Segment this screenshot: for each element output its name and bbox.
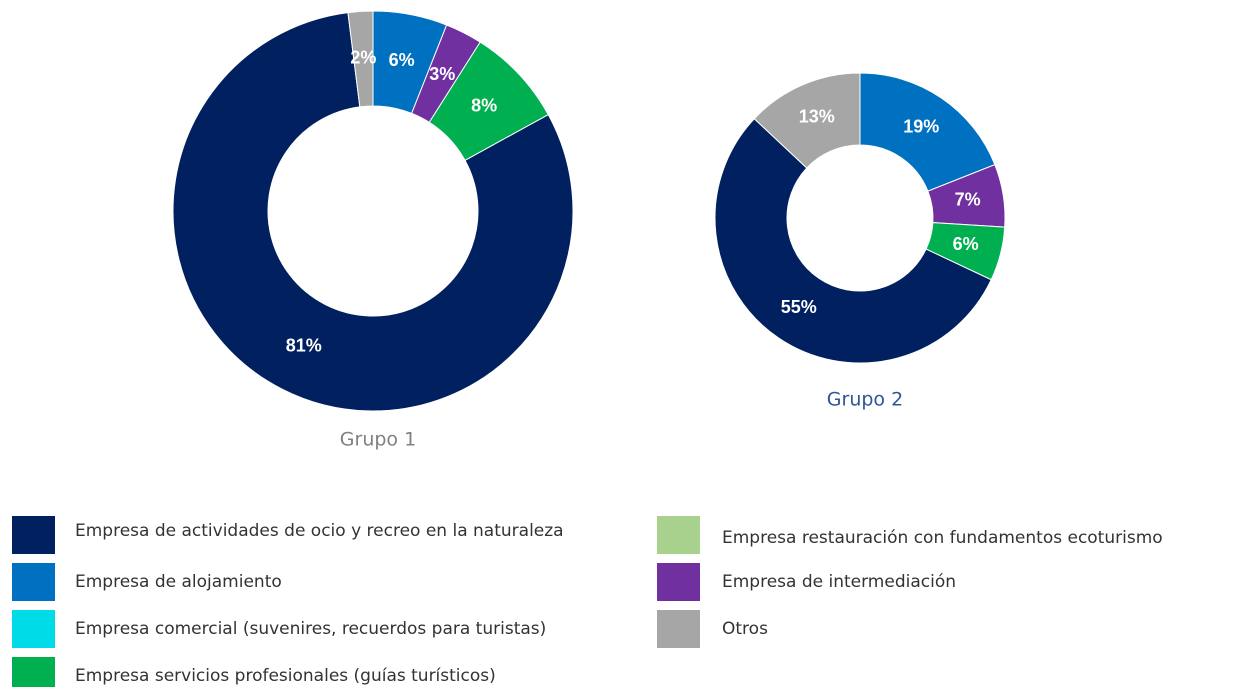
legend-swatch <box>12 563 55 601</box>
donut-slice <box>172 12 574 412</box>
legend-label: Empresa servicios profesionales (guías t… <box>75 666 496 686</box>
legend-swatch <box>12 657 55 687</box>
value-label: 6% <box>389 50 415 70</box>
legend-swatch <box>657 610 700 648</box>
chart-title: Grupo 1 <box>340 429 416 451</box>
legend-swatch <box>657 516 700 554</box>
donut-slice <box>753 72 861 169</box>
value-label: 3% <box>429 64 455 84</box>
value-label: 13% <box>799 107 835 127</box>
value-label: 7% <box>955 190 981 210</box>
donut-slice <box>714 118 992 364</box>
value-label: 55% <box>781 297 817 317</box>
legend-label: Empresa de intermediación <box>722 572 956 592</box>
legend-label: Empresa de actividades de ocio y recreo … <box>75 521 564 541</box>
value-label: 81% <box>286 336 322 356</box>
legend-label: Otros <box>722 619 768 639</box>
legend-label: Empresa de alojamiento <box>75 572 282 592</box>
legend-swatch <box>657 563 700 601</box>
donut-slice <box>859 72 996 192</box>
legend-label: Empresa comercial (suvenires, recuerdos … <box>75 619 546 639</box>
legend-label: Empresa restauración con fundamentos eco… <box>722 528 1163 548</box>
value-label: 19% <box>903 117 939 137</box>
value-label: 2% <box>350 48 376 68</box>
donut-slice <box>347 10 374 108</box>
value-label: 8% <box>471 95 497 115</box>
value-label: 6% <box>953 234 979 254</box>
legend-swatch <box>12 610 55 648</box>
legend-swatch <box>12 516 55 554</box>
chart-title: Grupo 2 <box>827 389 903 411</box>
